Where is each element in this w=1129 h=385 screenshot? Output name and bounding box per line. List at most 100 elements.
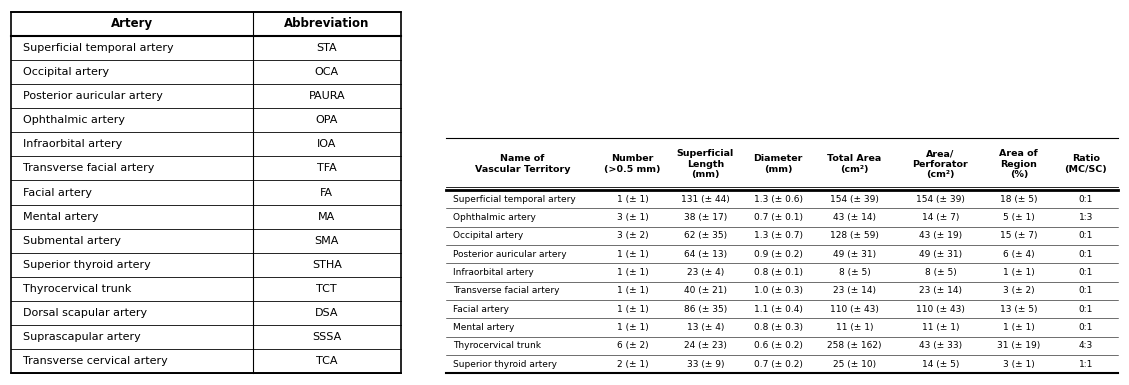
Text: Area/
Perforator
(cm²): Area/ Perforator (cm²): [912, 149, 969, 179]
Text: 1 (± 1): 1 (± 1): [616, 305, 648, 314]
Text: 6 (± 4): 6 (± 4): [1003, 250, 1034, 259]
Text: 23 (± 14): 23 (± 14): [833, 286, 876, 295]
Text: 23 (± 4): 23 (± 4): [686, 268, 724, 277]
Text: 1 (± 1): 1 (± 1): [616, 268, 648, 277]
Text: Thyrocervical trunk: Thyrocervical trunk: [453, 341, 541, 350]
Text: Transverse facial artery: Transverse facial artery: [453, 286, 559, 295]
Text: 154 (± 39): 154 (± 39): [830, 195, 879, 204]
Text: OCA: OCA: [315, 67, 339, 77]
Text: Artery: Artery: [111, 17, 154, 30]
Text: PAURA: PAURA: [308, 91, 345, 101]
Text: 23 (± 14): 23 (± 14): [919, 286, 962, 295]
Text: Submental artery: Submental artery: [23, 236, 121, 246]
Text: 1.0 (± 0.3): 1.0 (± 0.3): [753, 286, 803, 295]
Text: 128 (± 59): 128 (± 59): [830, 231, 879, 240]
Text: 0.6 (± 0.2): 0.6 (± 0.2): [754, 341, 803, 350]
Text: 0:1: 0:1: [1079, 250, 1093, 259]
Text: 49 (± 31): 49 (± 31): [833, 250, 876, 259]
Text: DSA: DSA: [315, 308, 339, 318]
Text: 3 (± 2): 3 (± 2): [1003, 286, 1034, 295]
Text: 131 (± 44): 131 (± 44): [681, 195, 729, 204]
Text: Transverse facial artery: Transverse facial artery: [23, 163, 155, 173]
Text: 4:3: 4:3: [1079, 341, 1093, 350]
Text: FA: FA: [321, 187, 333, 198]
Text: 0.7 (± 0.1): 0.7 (± 0.1): [753, 213, 803, 222]
Text: OPA: OPA: [316, 115, 338, 125]
Text: STA: STA: [316, 43, 338, 53]
Text: 0:1: 0:1: [1079, 231, 1093, 240]
Text: 1:3: 1:3: [1079, 213, 1093, 222]
Text: Posterior auricular artery: Posterior auricular artery: [23, 91, 163, 101]
Text: 11 (± 1): 11 (± 1): [921, 323, 960, 332]
Text: Number
(>0.5 mm): Number (>0.5 mm): [604, 154, 660, 174]
Text: 3 (± 1): 3 (± 1): [616, 213, 648, 222]
Text: TCT: TCT: [316, 284, 338, 294]
Text: 110 (± 43): 110 (± 43): [830, 305, 879, 314]
Text: 1 (± 1): 1 (± 1): [616, 286, 648, 295]
Text: 8 (± 5): 8 (± 5): [839, 268, 870, 277]
Text: 1:1: 1:1: [1079, 360, 1093, 369]
Text: 154 (± 39): 154 (± 39): [916, 195, 965, 204]
Text: 258 (± 162): 258 (± 162): [828, 341, 882, 350]
Text: 11 (± 1): 11 (± 1): [835, 323, 874, 332]
Text: Thyrocervical trunk: Thyrocervical trunk: [23, 284, 131, 294]
Text: 0:1: 0:1: [1079, 268, 1093, 277]
Text: SSSA: SSSA: [312, 332, 341, 342]
Text: Occipital artery: Occipital artery: [23, 67, 110, 77]
Text: Ophthalmic artery: Ophthalmic artery: [453, 213, 535, 222]
Text: Superficial temporal artery: Superficial temporal artery: [453, 195, 576, 204]
Text: 8 (± 5): 8 (± 5): [925, 268, 956, 277]
Text: Occipital artery: Occipital artery: [453, 231, 523, 240]
Text: Infraorbital artery: Infraorbital artery: [453, 268, 533, 277]
Text: 43 (± 14): 43 (± 14): [833, 213, 876, 222]
Text: Superficial temporal artery: Superficial temporal artery: [23, 43, 174, 53]
Text: 49 (± 31): 49 (± 31): [919, 250, 962, 259]
Text: 6 (± 2): 6 (± 2): [616, 341, 648, 350]
Text: 1 (± 1): 1 (± 1): [616, 250, 648, 259]
Text: 0.8 (± 0.1): 0.8 (± 0.1): [753, 268, 803, 277]
Text: 3 (± 1): 3 (± 1): [1003, 360, 1034, 369]
Text: 1 (± 1): 1 (± 1): [616, 323, 648, 332]
Text: 18 (± 5): 18 (± 5): [1000, 195, 1038, 204]
Text: 2 (± 1): 2 (± 1): [616, 360, 648, 369]
Text: Mental artery: Mental artery: [453, 323, 514, 332]
Text: Diameter
(mm): Diameter (mm): [753, 154, 803, 174]
Text: 3 (± 2): 3 (± 2): [616, 231, 648, 240]
Text: 33 (± 9): 33 (± 9): [686, 360, 724, 369]
Text: Posterior auricular artery: Posterior auricular artery: [453, 250, 567, 259]
Text: 40 (± 21): 40 (± 21): [684, 286, 727, 295]
Text: 1 (± 1): 1 (± 1): [1003, 268, 1034, 277]
Text: 0.9 (± 0.2): 0.9 (± 0.2): [754, 250, 803, 259]
Text: 0:1: 0:1: [1079, 195, 1093, 204]
Text: 1.3 (± 0.7): 1.3 (± 0.7): [753, 231, 803, 240]
Text: 62 (± 35): 62 (± 35): [684, 231, 727, 240]
Text: 64 (± 13): 64 (± 13): [684, 250, 727, 259]
Text: 1 (± 1): 1 (± 1): [1003, 323, 1034, 332]
Text: 25 (± 10): 25 (± 10): [833, 360, 876, 369]
Text: 31 (± 19): 31 (± 19): [997, 341, 1041, 350]
Text: STHA: STHA: [312, 260, 342, 270]
Text: 14 (± 5): 14 (± 5): [921, 360, 960, 369]
Text: Suprascapular artery: Suprascapular artery: [23, 332, 141, 342]
Text: SMA: SMA: [315, 236, 339, 246]
Text: 86 (± 35): 86 (± 35): [684, 305, 727, 314]
Text: 1 (± 1): 1 (± 1): [616, 195, 648, 204]
Text: 14 (± 7): 14 (± 7): [921, 213, 960, 222]
Text: Dorsal scapular artery: Dorsal scapular artery: [23, 308, 147, 318]
Text: Ratio
(MC/SC): Ratio (MC/SC): [1065, 154, 1108, 174]
Text: 13 (± 4): 13 (± 4): [686, 323, 724, 332]
Text: Area of
Region
(%): Area of Region (%): [999, 149, 1039, 179]
Text: Superficial
Length
(mm): Superficial Length (mm): [676, 149, 734, 179]
Text: 0.8 (± 0.3): 0.8 (± 0.3): [753, 323, 803, 332]
Text: Transverse cervical artery: Transverse cervical artery: [23, 357, 168, 367]
Text: 0:1: 0:1: [1079, 323, 1093, 332]
Text: Facial artery: Facial artery: [23, 187, 91, 198]
Text: 0:1: 0:1: [1079, 286, 1093, 295]
Text: 13 (± 5): 13 (± 5): [1000, 305, 1038, 314]
Text: Ophthalmic artery: Ophthalmic artery: [23, 115, 125, 125]
Text: Superior thyroid artery: Superior thyroid artery: [453, 360, 557, 369]
Text: 1.1 (± 0.4): 1.1 (± 0.4): [754, 305, 803, 314]
Text: Facial artery: Facial artery: [453, 305, 509, 314]
Text: 110 (± 43): 110 (± 43): [916, 305, 965, 314]
Text: 5 (± 1): 5 (± 1): [1003, 213, 1034, 222]
